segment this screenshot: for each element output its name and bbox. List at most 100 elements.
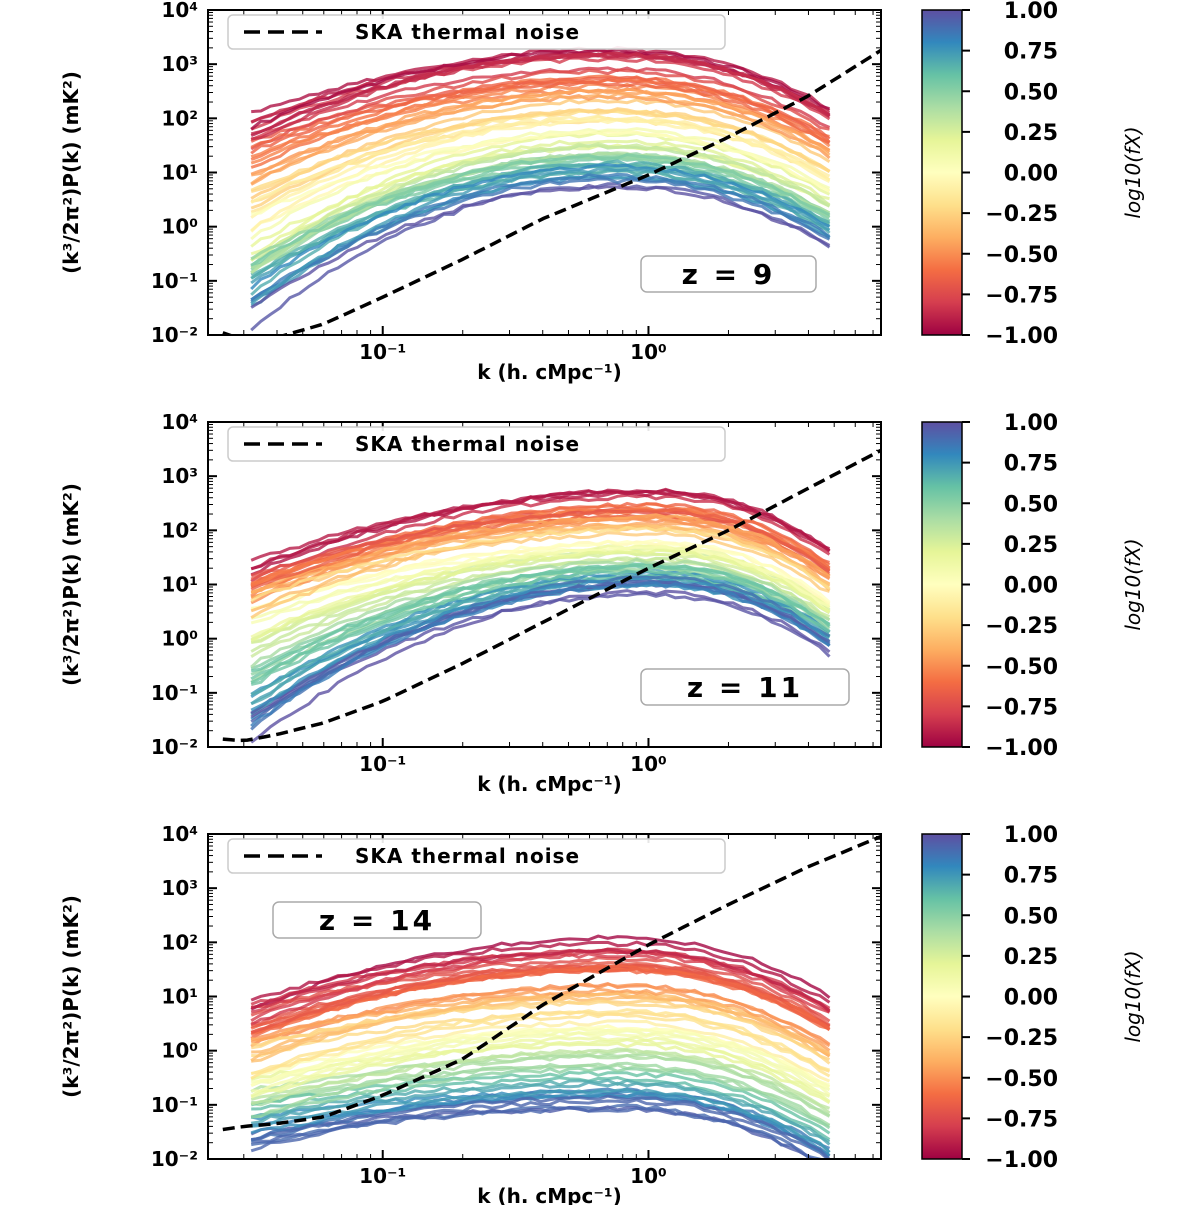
model-curve — [250, 490, 831, 562]
model-curve — [250, 992, 831, 1062]
model-curve — [251, 1063, 830, 1128]
x-tick-label: 10⁻¹ — [359, 1164, 406, 1188]
colorbar-tick-label: −0.75 — [985, 1107, 1058, 1132]
y-tick-label: 10² — [161, 106, 198, 130]
colorbar-tick-label: 0.00 — [1004, 574, 1058, 599]
x-tick-label: 10⁻¹ — [359, 340, 406, 364]
legend: SKA thermal noise — [227, 838, 726, 874]
colorbar-tick-label: 0.50 — [1004, 492, 1058, 517]
model-curve — [250, 108, 831, 194]
model-curve — [250, 589, 831, 744]
colorbar-tick-label: −1.00 — [985, 324, 1058, 349]
y-tick-label: 10⁴ — [161, 410, 198, 434]
model-curve — [251, 130, 831, 216]
model-curve — [250, 951, 831, 1022]
model-curve — [250, 538, 831, 612]
model-curve — [250, 1047, 831, 1110]
y-tick-label: 10⁰ — [161, 1039, 198, 1063]
plot-panel: 10⁻² 10⁻¹ 10⁰ 10¹ 10² 10³ 10⁴ 10⁻¹ 10⁰ k (h. cMpc… — [59, 0, 1145, 384]
y-tick-label: 10¹ — [161, 161, 198, 185]
colorbar-gradient — [921, 833, 963, 1160]
y-tick-label: 10¹ — [161, 985, 198, 1009]
y-tick-label: 10⁻² — [151, 323, 198, 347]
plot-panel: 10⁻² 10⁻¹ 10⁰ 10¹ 10² 10³ 10⁴ 10⁻¹ 10⁰ k (h. cMpc… — [59, 410, 1145, 796]
colorbar-title: log10(fX) — [1121, 538, 1145, 630]
model-curve — [250, 153, 831, 267]
model-curve — [251, 1026, 831, 1089]
x-tick-label: 10⁰ — [630, 340, 667, 364]
colorbar-tick-label: 0.00 — [1004, 162, 1058, 187]
model-curve — [250, 1078, 831, 1143]
model-curve — [250, 548, 831, 643]
y-tick-label: 10⁴ — [161, 822, 198, 846]
y-tick-label: 10⁻² — [151, 1147, 198, 1171]
y-tick-label: 10² — [161, 930, 198, 954]
legend-box — [227, 838, 726, 874]
x-axis-label: k (h. cMpc⁻¹) — [477, 772, 622, 796]
colorbar-tick-label: −1.00 — [985, 1148, 1058, 1173]
legend-label: SKA thermal noise — [355, 20, 580, 44]
model-curve — [250, 947, 831, 1013]
ska-noise-line — [222, 48, 881, 335]
model-curve — [250, 183, 831, 309]
y-axis-label: (k³/2π²)P(k) (mK²) — [59, 71, 83, 274]
model-curve — [250, 961, 831, 1035]
model-curve — [250, 182, 831, 332]
y-tick-label: 10⁴ — [161, 0, 198, 22]
legend-label: SKA thermal noise — [355, 844, 580, 868]
y-tick-label: 10⁰ — [161, 215, 198, 239]
model-curve — [250, 1008, 830, 1076]
model-curve — [250, 493, 831, 583]
redshift-box — [640, 255, 817, 293]
x-tick-label: 10⁰ — [630, 752, 667, 776]
model-curve — [250, 56, 831, 131]
model-curve — [250, 1094, 831, 1159]
model-curve — [251, 1031, 831, 1096]
model-curve — [250, 515, 831, 600]
x-axis-label: k (h. cMpc⁻¹) — [477, 360, 622, 384]
y-tick-label: 10⁻¹ — [151, 1093, 198, 1117]
colorbar-tick-label: 0.50 — [1004, 80, 1058, 105]
ska-noise-line — [222, 834, 881, 1132]
redshift-label: z = 9 — [682, 258, 776, 291]
colorbar: 1.00 0.75 0.50 0.25 0.00 −0.25 −0.50 −0.75 −1.00… — [921, 0, 1145, 349]
model-curve — [250, 591, 831, 719]
y-tick-label: 10³ — [161, 52, 198, 76]
colorbar-tick-label: 0.25 — [1004, 533, 1058, 558]
colorbar-tick-label: 1.00 — [1004, 0, 1058, 24]
y-axis-label: (k³/2π²)P(k) (mK²) — [59, 483, 83, 686]
model-curve — [250, 1011, 831, 1080]
model-curve — [251, 1106, 817, 1159]
colorbar-tick-label: 0.75 — [1004, 40, 1058, 65]
colorbar-tick-label: −0.25 — [985, 1026, 1058, 1051]
colorbar-tick-label: −0.25 — [985, 614, 1058, 639]
colorbar-tick-label: −0.50 — [985, 243, 1058, 268]
plot-panel: 10⁻² 10⁻¹ 10⁰ 10¹ 10² 10³ 10⁴ 10⁻¹ 10⁰ k (h. cMpc… — [59, 822, 1145, 1205]
y-tick-label: 10⁻¹ — [151, 681, 198, 705]
model-curve — [251, 1052, 831, 1118]
redshift-annotation: z = 14 — [272, 901, 482, 939]
x-axis-label: k (h. cMpc⁻¹) — [477, 1184, 622, 1205]
y-tick-label: 10¹ — [161, 573, 198, 597]
x-tick-label: 10⁰ — [630, 1164, 667, 1188]
legend-box — [227, 14, 726, 50]
colorbar-tick-label: −0.50 — [985, 1067, 1058, 1092]
model-curve — [251, 1066, 831, 1130]
model-curve — [250, 75, 831, 155]
ska-noise-line — [222, 448, 881, 743]
colorbar-tick-label: 0.00 — [1004, 986, 1058, 1011]
y-axis-label: (k³/2π²)P(k) (mK²) — [59, 895, 83, 1098]
model-lines — [222, 45, 881, 335]
colorbar-tick-label: 0.25 — [1004, 945, 1058, 970]
redshift-box — [272, 901, 482, 939]
colorbar-tick-label: 0.75 — [1004, 864, 1058, 889]
model-curve — [250, 507, 831, 591]
x-tick-label: 10⁻¹ — [359, 752, 406, 776]
y-tick-label: 10⁻² — [151, 735, 198, 759]
model-curve — [250, 513, 831, 595]
colorbar-tick-label: −0.25 — [985, 202, 1058, 227]
colorbar-title: log10(fX) — [1121, 950, 1145, 1042]
redshift-box — [640, 668, 850, 706]
model-curve — [250, 1038, 831, 1103]
